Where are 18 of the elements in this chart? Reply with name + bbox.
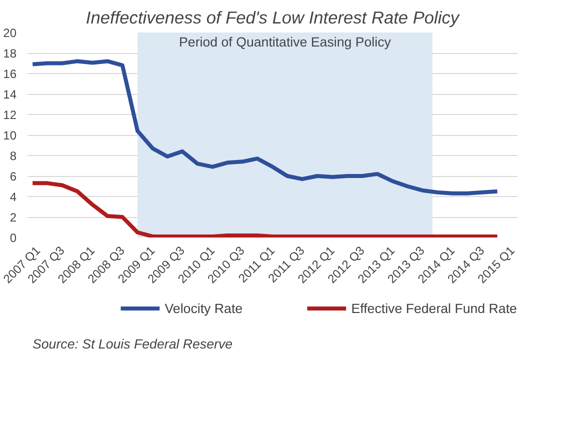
y-tick-label: 16: [3, 67, 17, 81]
y-tick-label: 2: [10, 210, 17, 224]
y-tick-label: 20: [3, 26, 17, 40]
y-tick-label: 10: [3, 128, 17, 142]
y-tick-label: 6: [10, 170, 17, 184]
legend-label: Effective Federal Fund Rate: [351, 301, 517, 316]
band-label: Period of Quantitative Easing Policy: [179, 34, 392, 50]
y-tick-label: 12: [3, 108, 17, 122]
source-note: Source: St Louis Federal Reserve: [32, 336, 233, 352]
y-tick-label: 8: [10, 149, 17, 163]
y-tick-label: 14: [3, 88, 17, 102]
y-tick-label: 18: [3, 46, 17, 60]
y-tick-label: 0: [10, 231, 17, 245]
chart-title: Ineffectiveness of Fed's Low Interest Rate Policy: [86, 8, 460, 28]
y-tick-label: 4: [10, 190, 17, 204]
line-series: [30, 59, 500, 196]
line-series: [30, 181, 500, 238]
legend-label: Velocity Rate: [164, 301, 243, 316]
